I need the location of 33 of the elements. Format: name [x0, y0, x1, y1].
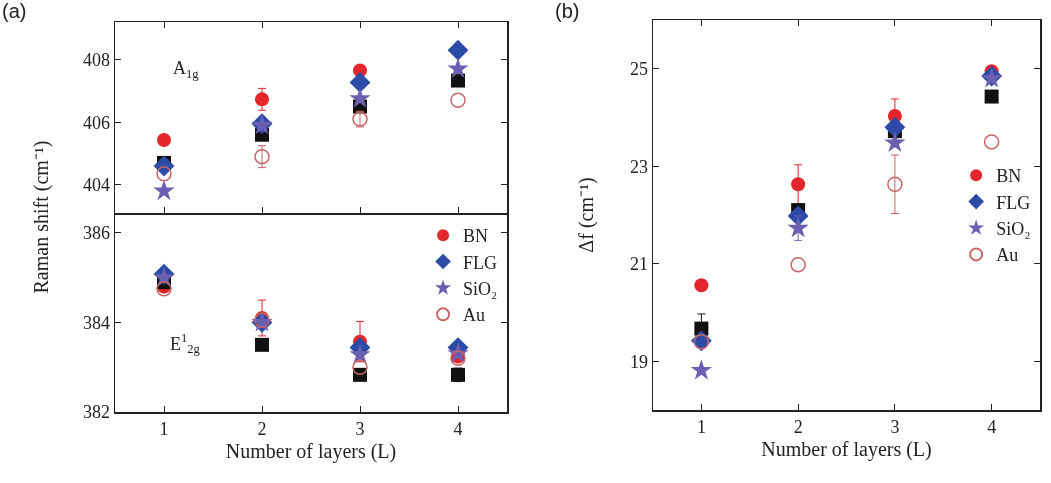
legend-label: FLG [996, 192, 1031, 213]
y-tick-label: 404 [82, 175, 110, 196]
y-tick-label: 382 [82, 402, 110, 423]
x-tick-label: 4 [453, 419, 463, 440]
annotation: A$_{1g}$ [173, 58, 200, 81]
chart-title: (b) [555, 0, 580, 23]
y-tick-label: 406 [82, 112, 110, 133]
x-tick-label: 4 [987, 417, 997, 438]
y-tick-label: 25 [629, 59, 648, 80]
x-tick-label: 3 [890, 417, 900, 438]
y-tick-label: 408 [82, 49, 110, 70]
y-axis-title: Raman shift (cm⁻¹) [28, 140, 54, 294]
legend-label: FLG [463, 252, 498, 273]
y-tick-label: 21 [629, 254, 648, 275]
x-tick-label: 2 [793, 417, 803, 438]
x-tick-label: 2 [257, 419, 267, 440]
y-tick-label: 23 [629, 156, 648, 177]
x-tick-label: 3 [355, 419, 365, 440]
y-tick-label: 19 [629, 351, 648, 372]
y-tick-label: 386 [82, 223, 110, 244]
x-axis-title: Number of layers (L) [225, 440, 397, 464]
x-tick-label: 1 [696, 417, 706, 438]
chart-title: (a) [2, 0, 27, 23]
legend-label: SiO₂ [996, 219, 1031, 240]
y-axis-title: Δf (cm⁻¹) [573, 177, 599, 253]
legend-label: BN [463, 226, 489, 247]
legend-label: Au [996, 245, 1019, 266]
x-tick-label: 1 [159, 419, 169, 440]
x-axis-title: Number of layers (L) [761, 438, 932, 462]
legend-label: Au [463, 305, 486, 326]
legend-label: BN [996, 166, 1022, 187]
y-tick-label: 384 [82, 312, 110, 333]
legend-label: SiO₂ [463, 278, 498, 299]
